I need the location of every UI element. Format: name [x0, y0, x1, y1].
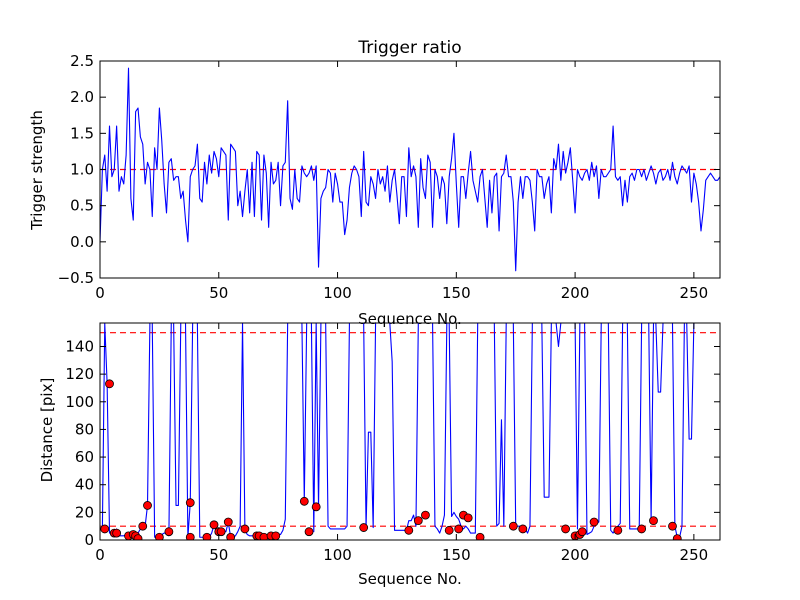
- x-tick-label: 250: [680, 546, 709, 564]
- y-tick-label: 1.0: [70, 161, 94, 179]
- chart-title: Trigger ratio: [357, 38, 461, 58]
- x-tick-label: 50: [209, 284, 228, 302]
- plot-frame: [99, 60, 721, 279]
- plot-area: [100, 323, 720, 540]
- highlight-point: [202, 532, 212, 540]
- y-tick-label: 120: [65, 365, 94, 383]
- x-tick-label: 150: [442, 546, 471, 564]
- highlight-point: [226, 532, 236, 540]
- y-axis-label: Trigger strength: [28, 110, 46, 231]
- x-tick-label: 0: [95, 284, 105, 302]
- x-tick-label: 50: [209, 546, 228, 564]
- highlight-point: [304, 527, 314, 537]
- plot-area: [100, 67, 720, 272]
- series-line: [100, 67, 720, 272]
- highlight-point: [105, 379, 114, 389]
- highlight-point: [154, 532, 164, 540]
- highlight-point: [613, 525, 623, 535]
- highlight-point: [508, 521, 518, 531]
- highlight-point: [577, 527, 587, 537]
- x-tick-label: 0: [95, 546, 105, 564]
- highlight-point: [311, 502, 321, 512]
- highlight-point: [164, 527, 174, 537]
- highlight-point: [240, 524, 250, 534]
- highlight-point: [475, 532, 485, 540]
- highlight-point: [649, 516, 658, 526]
- highlight-point: [185, 532, 195, 540]
- highlight-point: [299, 496, 309, 506]
- trigger-ratio-chart: Trigger ratio Trigger strength Sequence …: [28, 38, 721, 328]
- y-tick-label: 0.5: [70, 197, 94, 215]
- y-tick-label: 2.0: [70, 88, 94, 106]
- highlight-point: [216, 527, 226, 537]
- highlight-point: [209, 520, 219, 530]
- highlight-point: [143, 501, 152, 510]
- highlight-point: [589, 517, 599, 527]
- highlight-point: [637, 524, 647, 534]
- x-tick-label: 100: [323, 546, 352, 564]
- highlight-point: [561, 524, 570, 534]
- highlight-point: [112, 528, 122, 538]
- highlight-point: [359, 523, 369, 532]
- highlight-point: [404, 525, 414, 535]
- distance-chart: Distance [pix] Sequence No. 0 50 100 150 200…: [38, 322, 721, 588]
- y-tick-label: 100: [65, 393, 94, 411]
- x-tick-label: 200: [561, 284, 590, 302]
- y-tick-label: 60: [75, 448, 94, 466]
- y-tick-label: 80: [75, 420, 94, 438]
- highlight-point: [138, 521, 148, 531]
- highlight-point: [421, 510, 430, 520]
- y-tick-label: 140: [65, 337, 94, 355]
- highlight-point: [223, 517, 233, 527]
- x-tick-label: 150: [442, 284, 471, 302]
- x-tick-label: 100: [323, 284, 352, 302]
- x-axis-label: Sequence No.: [358, 570, 462, 588]
- y-tick-label: −0.5: [58, 269, 94, 287]
- highlight-point: [100, 524, 110, 534]
- y-tick-label: 0.0: [70, 233, 94, 251]
- highlight-point: [133, 534, 143, 540]
- y-axis-label: Distance [pix]: [38, 378, 56, 483]
- highlight-point: [463, 513, 473, 523]
- highlight-point: [413, 516, 423, 526]
- highlight-point: [668, 521, 677, 531]
- highlight-point: [185, 498, 195, 508]
- y-tick-label: 40: [75, 476, 94, 494]
- highlight-point: [672, 534, 682, 540]
- highlight-point: [518, 524, 528, 534]
- highlight-point: [454, 524, 464, 534]
- y-tick-label: 2.5: [70, 52, 94, 70]
- plot-frame: [99, 322, 721, 541]
- x-tick-label: 250: [680, 284, 709, 302]
- x-tick-label: 200: [561, 546, 590, 564]
- highlight-point: [271, 531, 281, 540]
- highlight-point: [444, 525, 454, 535]
- y-tick-label: 20: [75, 503, 94, 521]
- y-tick-label: 0: [84, 531, 94, 549]
- y-tick-label: 1.5: [70, 124, 94, 142]
